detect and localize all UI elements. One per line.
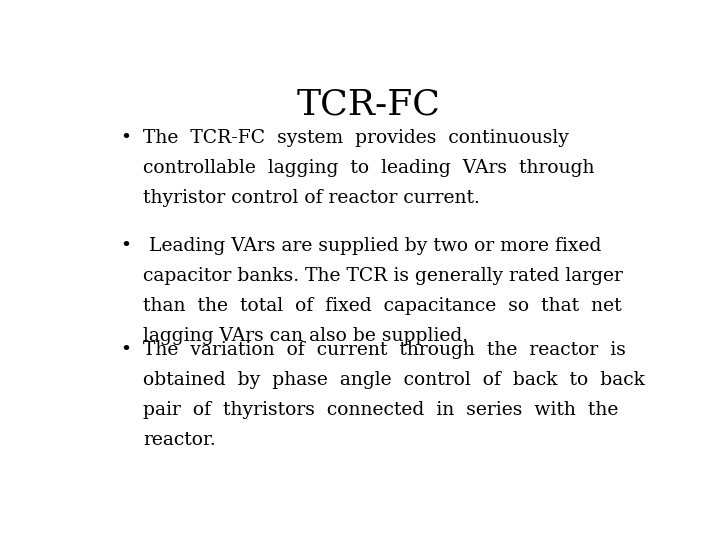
Text: The  TCR-FC  system  provides  continuously: The TCR-FC system provides continuously [143, 129, 569, 147]
Text: lagging VArs can also be supplied.: lagging VArs can also be supplied. [143, 327, 468, 345]
Text: •: • [121, 341, 132, 359]
Text: Leading VArs are supplied by two or more fixed: Leading VArs are supplied by two or more… [143, 238, 601, 255]
Text: The  variation  of  current  through  the  reactor  is: The variation of current through the rea… [143, 341, 626, 359]
Text: obtained  by  phase  angle  control  of  back  to  back: obtained by phase angle control of back … [143, 371, 645, 389]
Text: controllable  lagging  to  leading  VArs  through: controllable lagging to leading VArs thr… [143, 159, 595, 177]
Text: pair  of  thyristors  connected  in  series  with  the: pair of thyristors connected in series w… [143, 401, 618, 419]
Text: thyristor control of reactor current.: thyristor control of reactor current. [143, 189, 480, 207]
Text: •: • [121, 238, 132, 255]
Text: TCR-FC: TCR-FC [297, 87, 441, 122]
Text: •: • [121, 129, 132, 147]
Text: capacitor banks. The TCR is generally rated larger: capacitor banks. The TCR is generally ra… [143, 267, 623, 285]
Text: than  the  total  of  fixed  capacitance  so  that  net: than the total of fixed capacitance so t… [143, 297, 621, 315]
Text: reactor.: reactor. [143, 431, 216, 449]
